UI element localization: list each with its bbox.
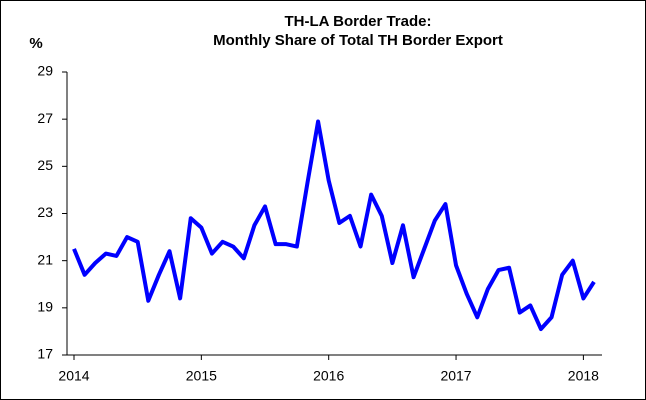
x-tick-label: 2015 [186,368,217,384]
chart-title: TH-LA Border Trade: [285,13,432,30]
line [72,119,596,332]
x-tick-label: 2017 [440,368,471,384]
x-tick-label: 2018 [568,368,599,384]
y-tick-label: 27 [37,110,53,126]
y-axis-label: % [29,35,42,52]
y-tick-label: 19 [37,299,53,315]
x-tick-label: 2016 [313,368,344,384]
y-tick-label: 21 [37,251,53,267]
chart-title: Monthly Share of Total TH Border Export [213,32,503,49]
y-tick-label: 25 [37,157,53,173]
x-tick-label: 2014 [58,368,89,384]
y-tick-label: 23 [37,204,53,220]
y-tick-label: 29 [37,63,53,79]
y-tick-label: 17 [37,346,53,362]
